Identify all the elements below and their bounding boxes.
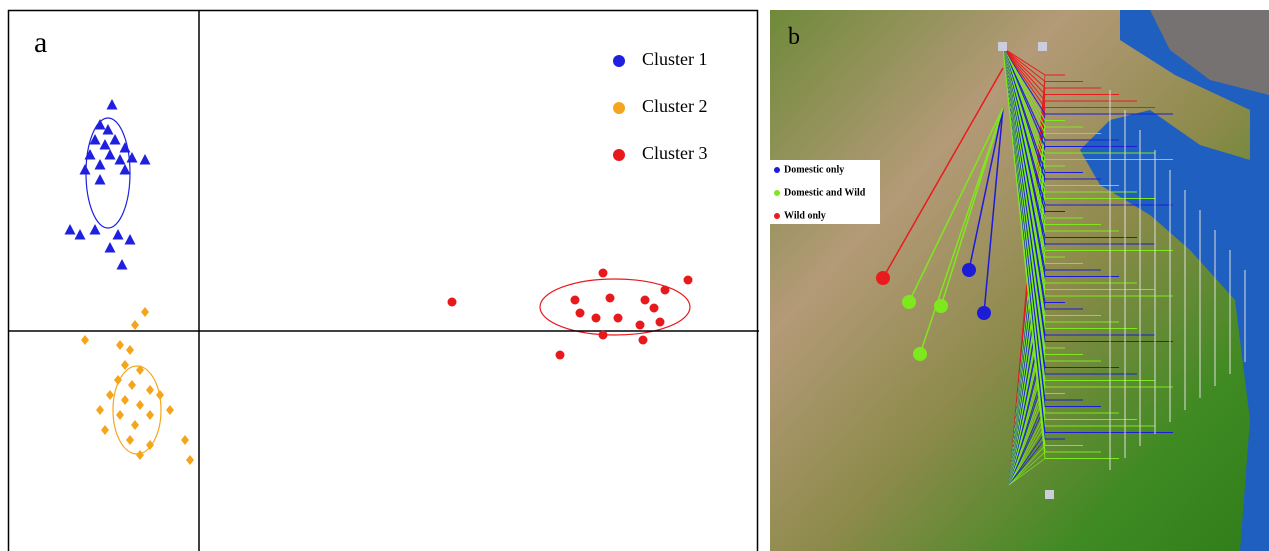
point	[556, 351, 565, 360]
site	[913, 347, 927, 361]
site	[962, 263, 976, 277]
point	[599, 269, 608, 278]
root-marker	[1038, 42, 1047, 51]
point	[614, 314, 623, 323]
legend-marker	[774, 190, 780, 196]
site	[977, 306, 991, 320]
point	[684, 276, 693, 285]
legend-marker	[774, 213, 780, 219]
legend-marker	[613, 149, 625, 161]
point	[599, 331, 608, 340]
site	[902, 295, 916, 309]
figure: a b Cluster 1 Cluster 2 Cluster 3 Domestic …	[0, 0, 1269, 551]
point	[636, 321, 645, 330]
point	[571, 296, 580, 305]
point	[639, 336, 648, 345]
root-marker	[1045, 490, 1054, 499]
legend-label: Cluster 2	[642, 96, 708, 116]
page: {"chart_data": {"type": "scatter", "labe…	[0, 0, 1269, 551]
point	[606, 294, 615, 303]
point	[656, 318, 665, 327]
legend-label: Domestic and Wild	[784, 187, 866, 198]
panel-label: b	[788, 24, 800, 50]
point	[592, 314, 601, 323]
point	[641, 296, 650, 305]
map-panel: b	[770, 10, 1269, 551]
point	[650, 304, 659, 313]
legend-label: Domestic only	[784, 164, 844, 175]
legend-label: Wild only	[784, 210, 826, 221]
point	[661, 286, 670, 295]
site	[876, 271, 890, 285]
legend-label: Cluster 1	[642, 49, 708, 69]
legend-label: Cluster 3	[642, 143, 708, 163]
legend-marker	[774, 167, 780, 173]
legend-marker	[613, 55, 625, 67]
point	[576, 309, 585, 318]
legend-marker	[613, 102, 625, 114]
panel-label: a	[34, 26, 47, 59]
point	[448, 298, 457, 307]
root-marker	[998, 42, 1007, 51]
